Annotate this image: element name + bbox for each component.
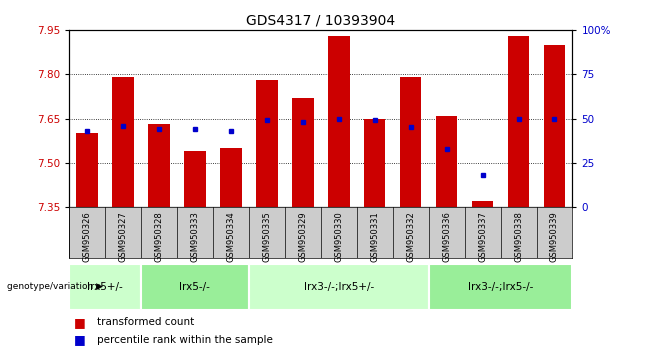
- Bar: [364, 119, 386, 207]
- Bar: [400, 77, 421, 207]
- Text: GSM950339: GSM950339: [550, 211, 559, 262]
- Text: transformed count: transformed count: [97, 318, 194, 327]
- Text: GSM950329: GSM950329: [298, 211, 307, 262]
- Text: GSM950336: GSM950336: [442, 211, 451, 262]
- Text: GSM950337: GSM950337: [478, 211, 487, 262]
- Bar: [428, 264, 572, 310]
- Text: genotype/variation ▶: genotype/variation ▶: [7, 282, 103, 291]
- Text: GSM950331: GSM950331: [370, 211, 379, 262]
- Text: GSM950328: GSM950328: [155, 211, 163, 262]
- Text: ■: ■: [74, 333, 86, 346]
- Text: GSM950335: GSM950335: [263, 211, 271, 262]
- Bar: [141, 264, 249, 310]
- Text: ■: ■: [74, 316, 86, 329]
- Text: GSM950326: GSM950326: [82, 211, 91, 262]
- Text: GSM950333: GSM950333: [190, 211, 199, 262]
- Text: lrx3-/-;lrx5-/-: lrx3-/-;lrx5-/-: [468, 282, 533, 292]
- Bar: [220, 148, 241, 207]
- Bar: [436, 116, 457, 207]
- Text: lrx5+/-: lrx5+/-: [87, 282, 123, 292]
- Text: GSM950338: GSM950338: [514, 211, 523, 262]
- Bar: [249, 264, 428, 310]
- Text: GSM950330: GSM950330: [334, 211, 343, 262]
- Bar: [544, 45, 565, 207]
- Bar: [76, 133, 98, 207]
- Bar: [508, 36, 529, 207]
- Title: GDS4317 / 10393904: GDS4317 / 10393904: [246, 13, 395, 28]
- Text: GSM950327: GSM950327: [118, 211, 128, 262]
- Text: lrx3-/-;lrx5+/-: lrx3-/-;lrx5+/-: [303, 282, 374, 292]
- Text: GSM950332: GSM950332: [406, 211, 415, 262]
- Bar: [69, 264, 141, 310]
- Text: percentile rank within the sample: percentile rank within the sample: [97, 335, 272, 344]
- Bar: [113, 77, 134, 207]
- Bar: [292, 98, 314, 207]
- Text: lrx5-/-: lrx5-/-: [180, 282, 211, 292]
- Bar: [472, 201, 494, 207]
- Text: GSM950334: GSM950334: [226, 211, 236, 262]
- Bar: [148, 125, 170, 207]
- Bar: [184, 151, 206, 207]
- Bar: [256, 80, 278, 207]
- Bar: [328, 36, 349, 207]
